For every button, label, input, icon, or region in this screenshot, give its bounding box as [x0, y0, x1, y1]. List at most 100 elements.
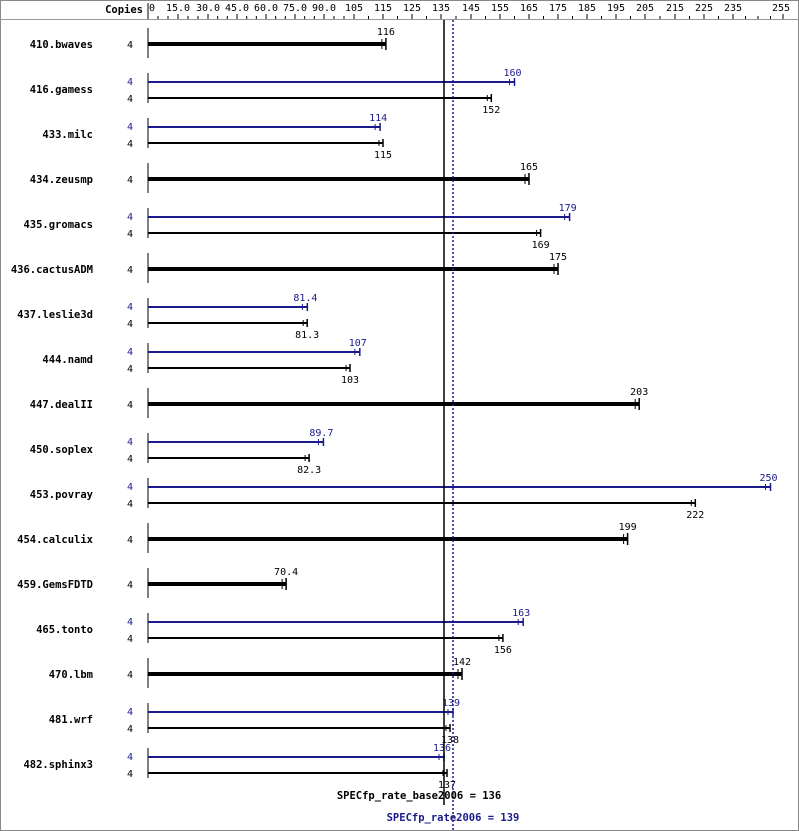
tick-label: 75.0 [283, 3, 307, 14]
base-value-label: 165 [520, 162, 538, 173]
x-axis: Copies 0 15.0 30.0 45.0 60.0 75.0 90.0 105 115 125… [105, 3, 790, 19]
benchmark-row: 459.GemsFDTD 4 70.4 [17, 567, 298, 598]
peak-copies: 4 [127, 122, 133, 133]
benchmark-name: 450.soplex [30, 444, 94, 456]
benchmark-row: 454.calculix 4 199 [17, 522, 637, 553]
peak-value-label: 163 [512, 608, 530, 619]
base-value-label: 175 [549, 252, 567, 263]
base-copies: 4 [127, 580, 133, 591]
tick-label: 175 [549, 3, 567, 14]
base-value-label: 222 [686, 510, 704, 521]
peak-value-label: 81.4 [293, 293, 317, 304]
peak-value-label: 136 [433, 743, 451, 754]
tick-label: 225 [695, 3, 713, 14]
tick-label: 15.0 [166, 3, 190, 14]
base-copies: 4 [127, 499, 133, 510]
benchmark-row: 437.leslie3d 4 4 81.4 81.3 [17, 293, 319, 341]
benchmark-name: 470.lbm [49, 669, 93, 681]
benchmark-name: 410.bwaves [30, 39, 93, 51]
benchmark-name: 465.tonto [36, 624, 93, 636]
tick-label: 45.0 [225, 3, 249, 14]
tick-label: 205 [636, 3, 654, 14]
tick-label: 185 [578, 3, 596, 14]
benchmark-row: 410.bwaves 4 116 [30, 27, 395, 58]
benchmark-name: 435.gromacs [23, 219, 93, 231]
base-copies: 4 [127, 634, 133, 645]
peak-reference-label: SPECfp_rate2006 = 139 [387, 812, 520, 824]
base-copies: 4 [127, 454, 133, 465]
base-copies: 4 [127, 319, 133, 330]
peak-copies: 4 [127, 347, 133, 358]
base-value-label: 199 [619, 522, 637, 533]
base-value-label: 103 [341, 375, 359, 386]
base-copies: 4 [127, 535, 133, 546]
base-value-label: 138 [441, 735, 459, 746]
peak-value-label: 250 [759, 473, 777, 484]
benchmark-name: 453.povray [30, 489, 94, 501]
base-copies: 4 [127, 94, 133, 105]
base-copies: 4 [127, 40, 133, 51]
benchmark-name: 434.zeusmp [30, 174, 93, 186]
base-value-label: 156 [494, 645, 512, 656]
tick-label: 215 [666, 3, 684, 14]
reference-lines: SPECfp_rate_base2006 = 136 SPECfp_rate200… [337, 20, 520, 831]
tick-label: 165 [520, 3, 538, 14]
tick-label: 60.0 [254, 3, 278, 14]
base-copies: 4 [127, 364, 133, 375]
benchmark-row: 444.namd 4 4 107 103 [42, 338, 366, 386]
benchmark-rows: 410.bwaves 4 116 416.gamess 4 4 160 152 433.milc… [11, 27, 778, 791]
base-copies: 4 [127, 724, 133, 735]
benchmark-name: 433.milc [42, 129, 93, 141]
benchmark-row: 470.lbm 4 142 [49, 657, 471, 688]
benchmark-row: 433.milc 4 4 114 115 [42, 113, 392, 161]
base-value-label: 137 [438, 780, 456, 791]
peak-copies: 4 [127, 707, 133, 718]
peak-copies: 4 [127, 617, 133, 628]
peak-copies: 4 [127, 437, 133, 448]
base-value-label: 81.3 [295, 330, 319, 341]
benchmark-name: 444.namd [42, 354, 93, 366]
peak-value-label: 114 [369, 113, 387, 124]
base-copies: 4 [127, 400, 133, 411]
peak-copies: 4 [127, 77, 133, 88]
base-copies: 4 [127, 265, 133, 276]
base-copies: 4 [127, 670, 133, 681]
benchmark-name: 416.gamess [30, 84, 93, 96]
peak-copies: 4 [127, 752, 133, 763]
base-copies: 4 [127, 769, 133, 780]
peak-value-label: 139 [442, 698, 460, 709]
benchmark-row: 435.gromacs 4 4 179 169 [23, 203, 576, 251]
tick-label: 235 [724, 3, 742, 14]
tick-label: 30.0 [196, 3, 220, 14]
tick-label: 195 [607, 3, 625, 14]
peak-copies: 4 [127, 302, 133, 313]
peak-copies: 4 [127, 482, 133, 493]
benchmark-name: 482.sphinx3 [23, 759, 93, 771]
tick-label: 105 [345, 3, 363, 14]
benchmark-name: 447.dealII [30, 399, 93, 411]
peak-copies: 4 [127, 212, 133, 223]
tick-label: 115 [374, 3, 392, 14]
benchmark-row: 436.cactusADM 4 175 [11, 252, 567, 283]
base-value-label: 142 [453, 657, 471, 668]
peak-value-label: 160 [503, 68, 521, 79]
tick-label: 145 [462, 3, 480, 14]
tick-label: 125 [403, 3, 421, 14]
base-value-label: 115 [374, 150, 392, 161]
benchmark-name: 481.wrf [49, 714, 93, 726]
peak-value-label: 179 [559, 203, 577, 214]
benchmark-name: 459.GemsFDTD [17, 579, 93, 591]
copies-header: Copies [105, 4, 143, 16]
benchmark-row: 447.dealII 4 203 [30, 387, 648, 418]
tick-label: 155 [491, 3, 509, 14]
benchmark-name: 436.cactusADM [11, 264, 93, 276]
base-value-label: 70.4 [274, 567, 298, 578]
base-value-label: 82.3 [297, 465, 321, 476]
benchmark-name: 437.leslie3d [17, 309, 93, 321]
benchmark-row: 434.zeusmp 4 165 [30, 162, 538, 193]
tick-label: 0 [149, 3, 155, 14]
benchmark-row: 450.soplex 4 4 89.7 82.3 [30, 428, 334, 476]
base-value-label: 169 [532, 240, 550, 251]
